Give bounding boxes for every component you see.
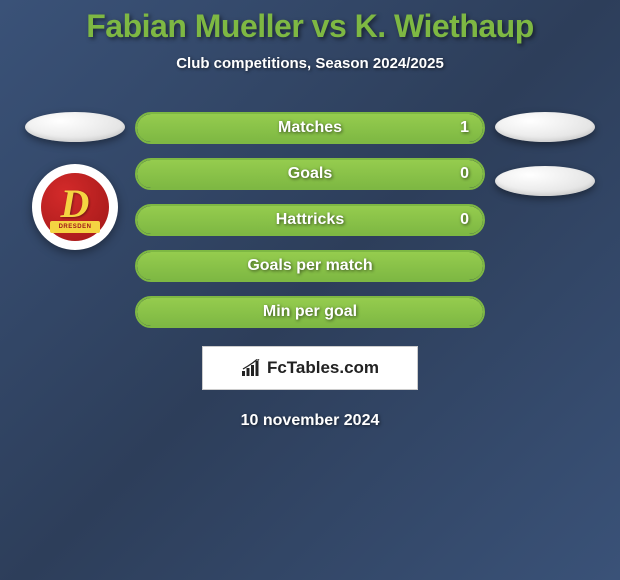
club-badge-inner: D DRESDEN: [41, 173, 109, 241]
stats-area: D DRESDEN Matches1Goals0Hattricks0Goals …: [0, 112, 620, 328]
stat-bar: Hattricks0: [135, 204, 485, 236]
player-placeholder-oval: [25, 112, 125, 142]
stat-label: Goals: [137, 165, 483, 183]
club-badge: D DRESDEN: [32, 164, 118, 250]
stat-label: Goals per match: [137, 257, 483, 275]
stat-bar: Matches1: [135, 112, 485, 144]
stat-value: 1: [460, 119, 469, 137]
page-title: Fabian Mueller vs K. Wiethaup: [86, 8, 534, 45]
player-placeholder-oval: [495, 112, 595, 142]
branding-text: FcTables.com: [267, 358, 379, 378]
footer-date: 10 november 2024: [241, 412, 380, 430]
stat-label: Matches: [137, 119, 483, 137]
stat-bar: Goals0: [135, 158, 485, 190]
stat-bar: Goals per match: [135, 250, 485, 282]
player-placeholder-oval: [495, 166, 595, 196]
stat-label: Min per goal: [137, 303, 483, 321]
stat-label: Hattricks: [137, 211, 483, 229]
stat-bar: Min per goal: [135, 296, 485, 328]
chart-icon: [241, 359, 263, 377]
branding-box: FcTables.com: [202, 346, 418, 390]
club-badge-ribbon: DRESDEN: [50, 221, 100, 233]
club-badge-letter: D: [61, 180, 90, 227]
right-player-column: [485, 112, 605, 328]
stat-value: 0: [460, 165, 469, 183]
stat-value: 0: [460, 211, 469, 229]
page-subtitle: Club competitions, Season 2024/2025: [176, 55, 444, 72]
left-player-column: D DRESDEN: [15, 112, 135, 328]
stat-bars-column: Matches1Goals0Hattricks0Goals per matchM…: [135, 112, 485, 328]
